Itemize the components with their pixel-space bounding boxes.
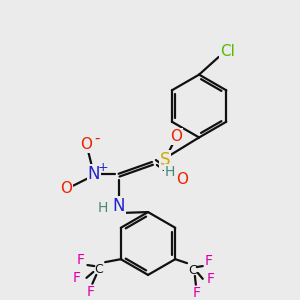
Text: O: O	[80, 137, 92, 152]
Text: N: N	[88, 165, 100, 183]
Text: F: F	[193, 286, 201, 300]
Text: F: F	[76, 253, 85, 267]
Text: Cl: Cl	[220, 44, 235, 59]
Text: F: F	[207, 272, 214, 286]
Text: F: F	[73, 271, 81, 285]
Text: S: S	[160, 151, 170, 169]
Text: O: O	[61, 181, 73, 196]
Text: O: O	[176, 172, 188, 187]
Text: N: N	[112, 197, 125, 215]
Text: +: +	[98, 161, 108, 174]
Text: -: -	[94, 131, 100, 146]
Text: C: C	[188, 265, 197, 278]
Text: O: O	[170, 129, 182, 144]
Text: H: H	[164, 165, 175, 179]
Text: C: C	[94, 263, 103, 277]
Text: F: F	[205, 254, 213, 268]
Text: F: F	[86, 285, 94, 298]
Text: H: H	[98, 201, 108, 215]
